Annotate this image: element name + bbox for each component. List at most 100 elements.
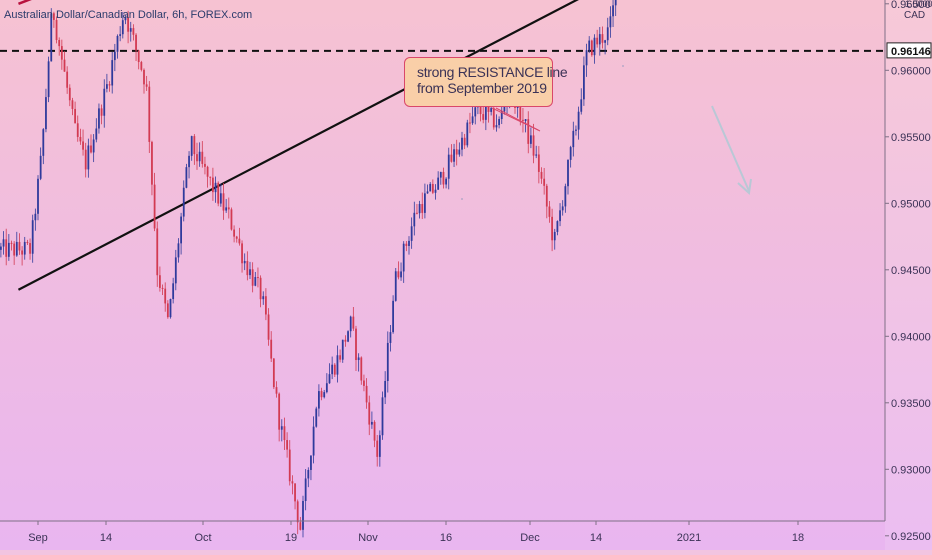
candle-body bbox=[100, 108, 103, 116]
candle-body bbox=[302, 500, 304, 530]
candle-body bbox=[434, 189, 437, 193]
candle-body bbox=[500, 111, 503, 120]
candle-body bbox=[291, 481, 294, 484]
level-tag[interactable] bbox=[886, 42, 932, 59]
price-tick-label: 0.96500 bbox=[891, 0, 931, 11]
candle-body bbox=[209, 176, 212, 178]
time-tick-label: 14 bbox=[100, 532, 112, 544]
candle-body bbox=[535, 154, 538, 156]
candle-body bbox=[47, 61, 50, 98]
resistance-annotation[interactable]: strong RESISTANCE line from September 20… bbox=[404, 57, 568, 107]
price-tick-label: 0.95500 bbox=[891, 132, 931, 144]
candle-body bbox=[143, 69, 145, 85]
candle-body bbox=[318, 391, 320, 409]
candle-body bbox=[241, 243, 243, 264]
candle-body bbox=[151, 141, 153, 185]
candle-body bbox=[235, 236, 238, 239]
candle-body bbox=[251, 269, 254, 286]
candle-body bbox=[140, 62, 143, 70]
candle-body bbox=[29, 243, 31, 254]
candle-body bbox=[347, 331, 349, 342]
candle-body bbox=[413, 212, 416, 227]
candle-body bbox=[561, 206, 564, 211]
candle-body bbox=[484, 106, 487, 120]
candle-body bbox=[82, 141, 84, 150]
candle-body bbox=[66, 71, 69, 88]
candle-body bbox=[312, 426, 315, 456]
candle-body bbox=[569, 147, 572, 160]
time-tick-label: 19 bbox=[285, 532, 297, 544]
candle-body bbox=[609, 16, 612, 28]
candle-body bbox=[439, 171, 442, 178]
candle-body bbox=[53, 13, 55, 20]
candle-body bbox=[567, 159, 569, 187]
candle-body bbox=[363, 380, 365, 386]
forecast-arrow-head bbox=[737, 178, 752, 196]
price-tick-label: 0.93000 bbox=[891, 464, 931, 476]
candle-body bbox=[45, 97, 47, 130]
candle-body bbox=[137, 50, 140, 63]
candle-body bbox=[524, 119, 527, 121]
candle-body bbox=[482, 114, 485, 120]
candle-body bbox=[429, 183, 432, 192]
candle-body bbox=[349, 316, 352, 332]
candle-body bbox=[15, 241, 18, 256]
candle-body bbox=[543, 178, 546, 186]
candle-body bbox=[341, 339, 344, 360]
candle-body bbox=[371, 421, 373, 425]
candle-body bbox=[402, 243, 405, 272]
candle-body bbox=[243, 261, 246, 264]
candle-body bbox=[410, 226, 413, 241]
candle-body bbox=[492, 108, 495, 128]
candle-body bbox=[121, 20, 124, 35]
candle-body bbox=[227, 207, 230, 210]
candle-body bbox=[461, 137, 463, 150]
candle-body bbox=[424, 193, 426, 213]
candle-body bbox=[275, 387, 278, 394]
candle-body bbox=[2, 239, 5, 247]
candle-body bbox=[164, 288, 167, 304]
candle-body bbox=[339, 355, 341, 360]
candle-body bbox=[74, 108, 76, 124]
candle-body bbox=[325, 383, 328, 393]
candle-body bbox=[180, 216, 182, 244]
candle-body bbox=[442, 171, 445, 185]
candle-body bbox=[310, 455, 312, 470]
candle-body bbox=[257, 277, 259, 279]
candle-body bbox=[90, 145, 92, 153]
candle-body bbox=[103, 88, 106, 116]
candle-body bbox=[174, 257, 177, 284]
candle-body bbox=[76, 123, 79, 137]
price-tick-label: 0.95000 bbox=[891, 198, 931, 210]
candle-body bbox=[98, 108, 100, 129]
candle-body bbox=[169, 299, 172, 318]
candle-body bbox=[580, 99, 583, 112]
candle-body bbox=[204, 163, 206, 167]
candle-body bbox=[135, 34, 137, 51]
candle-body bbox=[42, 129, 45, 156]
time-tick-label: 14 bbox=[590, 532, 602, 544]
candle-body bbox=[296, 501, 299, 523]
candle-body bbox=[307, 469, 310, 479]
candle-body bbox=[156, 228, 159, 276]
candle-body bbox=[129, 28, 132, 32]
price-axis-panel[interactable] bbox=[885, 0, 932, 550]
candle-body bbox=[373, 421, 376, 441]
candle-body bbox=[572, 130, 575, 148]
candle-body bbox=[304, 478, 307, 501]
candle-body bbox=[166, 303, 169, 318]
candle-body bbox=[498, 119, 500, 126]
candle-body bbox=[145, 84, 148, 87]
annotation-line-2: from September 2019 bbox=[417, 80, 547, 96]
price-tick-label: 1.00000 bbox=[905, 0, 932, 9]
candle-body bbox=[230, 209, 233, 230]
candle-body bbox=[249, 269, 251, 276]
candle-body bbox=[384, 380, 387, 398]
forecast-arrow[interactable] bbox=[711, 105, 750, 192]
candle-body bbox=[530, 135, 532, 144]
candle-body bbox=[585, 50, 588, 66]
candle-body bbox=[400, 271, 402, 278]
candle-body bbox=[490, 108, 493, 112]
candle-body bbox=[13, 243, 16, 256]
